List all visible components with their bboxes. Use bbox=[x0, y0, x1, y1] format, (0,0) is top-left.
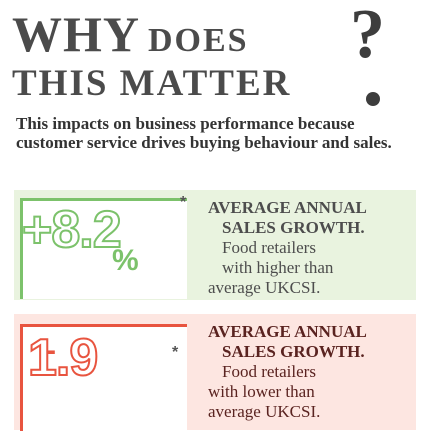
stat-desc-line3: average UKCSI. bbox=[208, 402, 321, 421]
stat-description-positive: AVERAGE ANNUAL SALES GROWTH. Food retail… bbox=[208, 198, 408, 298]
headline-this-matter: THIS MATTER bbox=[12, 63, 292, 104]
stat-value-positive: +8.2 bbox=[21, 200, 123, 260]
headline: WHY DOES ? THIS MATTER bbox=[10, 0, 420, 106]
stat-desc-line2: with higher than bbox=[222, 258, 334, 277]
stat-minus-sign-negative: - bbox=[46, 334, 56, 367]
stat-title-line1: AVERAGE ANNUAL bbox=[208, 322, 367, 341]
stat-frame-positive bbox=[20, 198, 187, 299]
asterisk-marker-positive: * bbox=[180, 194, 187, 211]
asterisk-marker-negative: * bbox=[172, 344, 179, 361]
question-mark-dot bbox=[366, 92, 380, 106]
stat-value-negative: 1.9 bbox=[27, 328, 99, 388]
stat-title-line2: SALES GROWTH. bbox=[222, 218, 365, 237]
headline-does: DOES bbox=[148, 22, 249, 59]
question-mark: ? bbox=[350, 0, 385, 73]
stat-desc-line1: Food retailers bbox=[222, 238, 316, 257]
stat-frame-negative bbox=[20, 324, 187, 431]
stat-title-line1: AVERAGE ANNUAL bbox=[208, 198, 367, 217]
stat-desc-line1: Food retailers bbox=[222, 362, 316, 381]
intro-text: This impacts on business performance bec… bbox=[16, 114, 392, 152]
stat-description-negative: AVERAGE ANNUAL SALES GROWTH. Food retail… bbox=[208, 322, 408, 422]
stat-desc-line2: with lower than bbox=[208, 382, 315, 401]
headline-line1: WHY DOES bbox=[12, 6, 249, 62]
headline-why: WHY bbox=[12, 6, 140, 62]
stat-percent-sign-positive: % bbox=[112, 244, 139, 277]
stat-title-line2: SALES GROWTH. bbox=[222, 342, 365, 361]
stat-desc-line3: average UKCSI. bbox=[208, 278, 321, 297]
